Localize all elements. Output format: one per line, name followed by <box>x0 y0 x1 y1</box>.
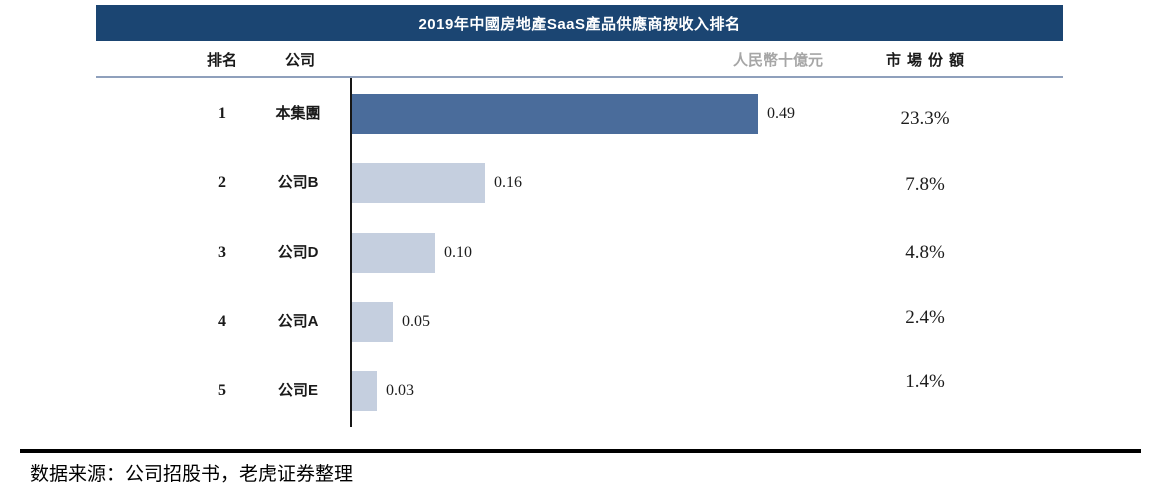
company-label: 公司B <box>277 174 319 191</box>
bar-value-label: 0.05 <box>402 313 430 330</box>
chart-title: 2019年中國房地產SaaS產品供應商按收入排名 <box>418 15 741 33</box>
table-row: 3 公司D 0.10 4.8% <box>0 233 1172 273</box>
table-row: 2 公司B 0.16 7.8% <box>0 163 1172 203</box>
bar-value-label: 0.16 <box>494 174 522 191</box>
bar-value-label: 0.10 <box>444 244 472 261</box>
table-row: 5 公司E 0.03 1.4% <box>0 371 1172 411</box>
table-row: 1 本集團 0.49 23.3% <box>0 94 1172 134</box>
column-header-unit: 人民幣十億元 <box>732 52 823 69</box>
column-header-company: 公司 <box>284 52 315 69</box>
company-label: 公司E <box>277 382 318 399</box>
company-label: 公司A <box>277 313 319 330</box>
rank-label: 5 <box>218 382 226 399</box>
rank-label: 2 <box>218 174 226 191</box>
column-header-rank: 排名 <box>206 52 237 69</box>
company-label: 公司D <box>277 244 319 261</box>
revenue-bar <box>352 371 377 411</box>
revenue-bar <box>352 233 435 273</box>
revenue-bar <box>352 94 758 134</box>
rank-label: 1 <box>218 105 226 122</box>
rank-label: 3 <box>218 244 226 261</box>
rank-label: 4 <box>218 313 226 330</box>
y-axis-line <box>350 78 352 427</box>
header-divider <box>96 76 1063 78</box>
table-row: 4 公司A 0.05 2.4% <box>0 302 1172 342</box>
bar-value-label: 0.49 <box>767 105 795 122</box>
footer-divider <box>20 449 1141 453</box>
company-label: 本集團 <box>275 105 321 122</box>
market-share-label: 4.8% <box>905 242 945 263</box>
chart-title-bar: 2019年中國房地產SaaS產品供應商按收入排名 <box>96 5 1063 41</box>
market-share-label: 1.4% <box>905 371 945 392</box>
market-share-label: 2.4% <box>905 307 945 328</box>
revenue-bar <box>352 163 485 203</box>
column-header-market-share: 市場份額 <box>885 52 970 69</box>
data-source-note: 数据来源：公司招股书，老虎证券整理 <box>30 464 354 485</box>
market-share-label: 23.3% <box>900 108 950 129</box>
bar-value-label: 0.03 <box>386 382 414 399</box>
market-share-label: 7.8% <box>905 174 945 195</box>
revenue-bar <box>352 302 393 342</box>
